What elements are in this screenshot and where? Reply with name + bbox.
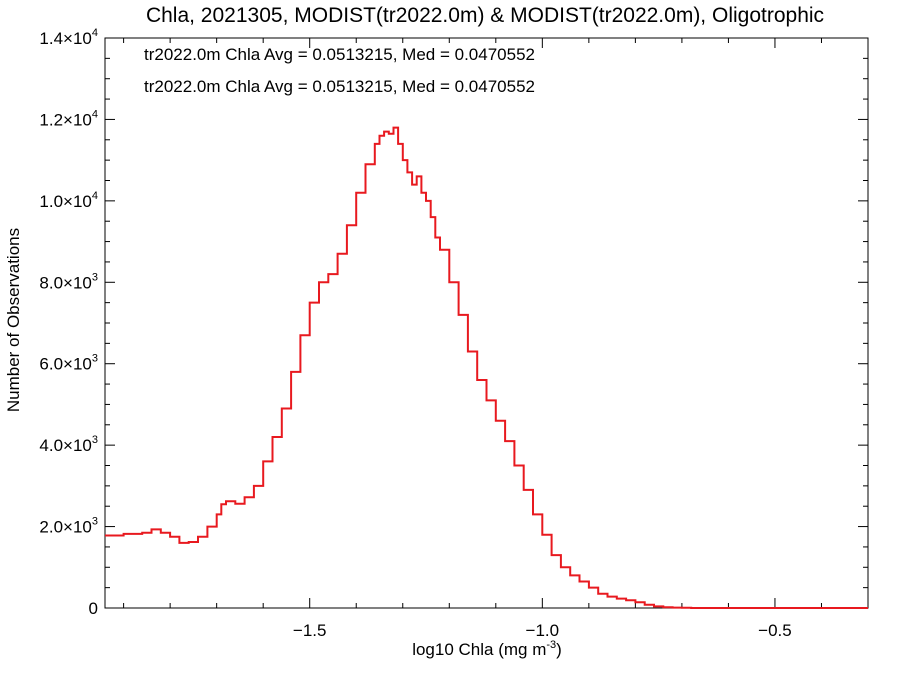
y-tick-label-mantissa: 1.0×10 <box>39 192 91 211</box>
x-axis-label-superscript: -3 <box>546 639 556 651</box>
plot-frame <box>104 37 869 609</box>
y-tick-label-mantissa: 4.0×10 <box>39 436 91 455</box>
y-axis-label: Number of Observations <box>4 228 23 412</box>
x-tick-label: −0.5 <box>758 621 792 640</box>
y-tick-label: 2.0×103 <box>39 516 98 537</box>
y-tick-label-exponent: 4 <box>92 27 98 39</box>
y-tick-label-mantissa: 2.0×10 <box>39 518 91 537</box>
y-tick-label-exponent: 3 <box>92 353 98 365</box>
y-tick-label: 1.0×104 <box>39 190 98 211</box>
x-axis-label-text: log10 Chla (mg m <box>412 640 546 659</box>
chart-title: Chla, 2021305, MODIST(tr2022.0m) & MODIS… <box>146 4 824 27</box>
y-tick-label: 8.0×103 <box>39 271 98 292</box>
annotation-black: tr2022.0m Chla Avg = 0.0513215, Med = 0.… <box>144 45 535 64</box>
y-tick-label: 0 <box>89 599 98 618</box>
y-tick-label-exponent: 3 <box>92 434 98 446</box>
y-tick-label-mantissa: 8.0×10 <box>39 273 91 292</box>
y-tick-label: 6.0×103 <box>39 353 98 374</box>
x-axis: −1.5 −1.0 −0.5 <box>123 38 822 640</box>
y-tick-label: 1.2×104 <box>39 108 98 129</box>
x-axis-label-suffix: ) <box>556 640 562 659</box>
y-tick-label-mantissa: 6.0×10 <box>39 355 91 374</box>
x-tick-label: −1.5 <box>293 621 327 640</box>
y-tick-label: 1.4×104 <box>39 27 98 48</box>
y-tick-label-mantissa: 0 <box>89 599 98 618</box>
y-tick-label-exponent: 3 <box>92 516 98 528</box>
y-tick-label: 4.0×103 <box>39 434 98 455</box>
y-tick-label-exponent: 3 <box>92 271 98 283</box>
y-tick-label-mantissa: 1.4×10 <box>39 29 91 48</box>
y-tick-label-mantissa: 1.2×10 <box>39 110 91 129</box>
histogram-line <box>105 126 868 609</box>
x-axis-label: log10 Chla (mg m-3) <box>412 639 562 659</box>
y-tick-label-exponent: 4 <box>92 108 98 120</box>
y-tick-label-exponent: 4 <box>92 190 98 202</box>
y-axis: 02.0×1034.0×1036.0×1038.0×1031.0×1041.2×… <box>39 27 868 618</box>
x-tick-label: −1.0 <box>526 621 560 640</box>
annotation-red: tr2022.0m Chla Avg = 0.0513215, Med = 0.… <box>144 77 535 96</box>
